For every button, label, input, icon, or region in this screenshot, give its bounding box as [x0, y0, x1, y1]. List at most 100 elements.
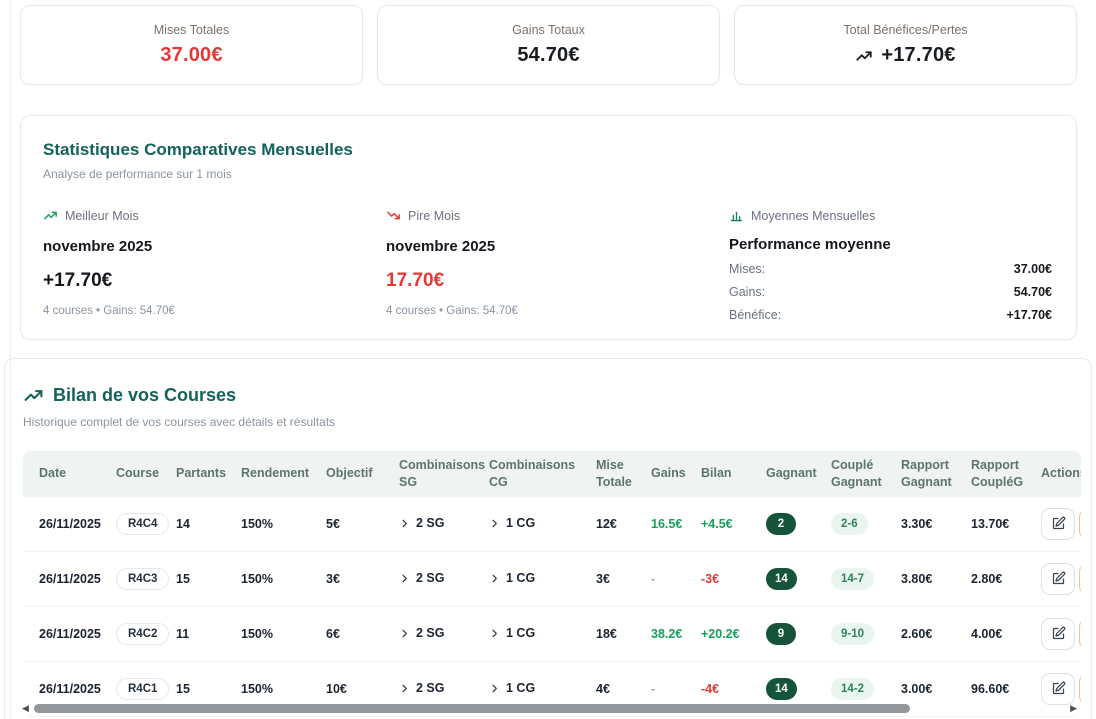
col-bilan: Bilan [685, 451, 750, 497]
monthly-stats-title: Statistiques Comparatives Mensuelles [43, 140, 353, 159]
couple-badge: 14-7 [831, 567, 875, 590]
race-rapport-gagnant: 3.80€ [885, 552, 955, 607]
race-row: 26/11/2025 R4C2 11 150% 6€ 2 SG 1 CG 18€… [23, 607, 1081, 662]
horizontal-scrollbar[interactable]: ◀ ▶ [22, 701, 1077, 715]
race-date: 26/11/2025 [23, 497, 101, 552]
best-month-value: +17.70€ [43, 270, 113, 291]
cg-expander[interactable]: 1 CG [489, 571, 535, 585]
col-course: Course [100, 451, 160, 497]
race-rapport-couple: 96.60€ [955, 662, 1025, 717]
avg-mises-row: Mises: 37.00€ [729, 262, 1052, 276]
cg-expander[interactable]: 1 CG [489, 626, 535, 640]
best-month-detail: 4 courses • Gains: 54.70€ [43, 305, 175, 317]
race-course-badge: R4C2 [116, 622, 170, 645]
monthly-averages-block: Moyennes Mensuelles Performance moyenne … [729, 208, 1052, 323]
sg-expander[interactable]: 2 SG [399, 571, 445, 585]
edit-button[interactable] [1041, 672, 1075, 705]
race-gains: 16.5€ [635, 497, 685, 552]
race-gains: - [635, 662, 685, 717]
winner-badge: 14 [766, 567, 797, 590]
monthly-grid: Meilleur Mois novembre 2025 +17.70€ 4 co… [43, 208, 1052, 323]
secondary-action-button[interactable] [1079, 507, 1081, 540]
race-bilan: -3€ [685, 552, 750, 607]
cg-expander[interactable]: 1 CG [489, 516, 535, 530]
table-header-row: Date Course Partants Rendement Objectif … [23, 451, 1081, 497]
scrollbar-track[interactable] [33, 702, 1065, 714]
total-stakes-label: Mises Totales [153, 23, 230, 37]
bar-chart-icon [729, 208, 744, 223]
races-table: Date Course Partants Rendement Objectif … [23, 451, 1081, 717]
sg-expander[interactable]: 2 SG [399, 681, 445, 695]
race-rapport-gagnant: 3.00€ [885, 662, 955, 717]
best-month-block: Meilleur Mois novembre 2025 +17.70€ 4 co… [43, 208, 366, 322]
race-rapport-couple: 4.00€ [955, 607, 1025, 662]
worst-month-label: Pire Mois [408, 208, 461, 223]
race-course-badge: R4C4 [116, 512, 170, 535]
sg-expander[interactable]: 2 SG [399, 516, 445, 530]
race-objectif: 6€ [310, 607, 383, 662]
cg-expander[interactable]: 1 CG [489, 681, 535, 695]
sg-expander[interactable]: 2 SG [399, 626, 445, 640]
secondary-action-button[interactable] [1079, 672, 1081, 705]
avg-gains-value: 54.70€ [1013, 285, 1052, 299]
averages-heading: Performance moyenne [729, 236, 891, 253]
chevron-right-icon [402, 574, 407, 582]
chevron-right-icon [492, 519, 497, 527]
race-objectif: 10€ [310, 662, 383, 717]
race-row: 26/11/2025 R4C3 15 150% 3€ 2 SG 1 CG 3€ … [23, 552, 1081, 607]
edit-button[interactable] [1041, 617, 1075, 650]
race-rapport-gagnant: 3.30€ [885, 497, 955, 552]
best-month-label-row: Meilleur Mois [43, 208, 366, 223]
col-gagnant: Gagnant [750, 451, 817, 497]
race-course-badge: R4C3 [116, 567, 170, 590]
race-partants: 15 [160, 552, 225, 607]
races-title-row: Bilan de vos Courses [23, 385, 1073, 406]
edit-button[interactable] [1041, 562, 1075, 595]
col-mise-totale: Mise Totale [580, 451, 635, 497]
chevron-right-icon [402, 684, 407, 692]
avg-benefice-value: +17.70€ [1006, 308, 1052, 322]
worst-month-name: novembre 2025 [386, 238, 496, 255]
monthly-stats-subtitle: Analyse de performance sur 1 mois [43, 167, 232, 181]
secondary-action-button[interactable] [1079, 562, 1081, 595]
couple-badge: 14-2 [831, 677, 875, 700]
total-profit-card: Total Bénéfices/Pertes +17.70€ [734, 5, 1077, 85]
summary-cards-row: Mises Totales 37.00€ Gains Totaux 54.70€… [20, 5, 1077, 85]
total-profit-value: +17.70€ [881, 44, 956, 66]
races-title: Bilan de vos Courses [53, 385, 237, 405]
race-objectif: 5€ [310, 497, 383, 552]
col-rapport-coupleg: Rapport CoupléG [955, 451, 1025, 497]
race-gains: 38.2€ [635, 607, 685, 662]
chevron-right-icon [492, 574, 497, 582]
winner-badge: 9 [766, 622, 796, 645]
monthly-stats-card: Statistiques Comparatives Mensuelles Ana… [20, 115, 1077, 340]
race-partants: 15 [160, 662, 225, 717]
col-objectif: Objectif [310, 451, 383, 497]
edit-button[interactable] [1041, 507, 1075, 540]
worst-month-label-row: Pire Mois [386, 208, 709, 223]
chevron-right-icon [492, 629, 497, 637]
avg-benefice-row: Bénéfice: +17.70€ [729, 308, 1052, 322]
scroll-left-arrow[interactable]: ◀ [22, 702, 29, 713]
race-objectif: 3€ [310, 552, 383, 607]
secondary-action-button[interactable] [1079, 617, 1081, 650]
trending-down-icon [386, 208, 401, 223]
race-date: 26/11/2025 [23, 552, 101, 607]
race-mise: 12€ [580, 497, 635, 552]
chevron-right-icon [402, 629, 407, 637]
col-couple-gagnant: Couplé Gagnant [815, 451, 885, 497]
race-rendement: 150% [225, 552, 310, 607]
scroll-right-arrow[interactable]: ▶ [1070, 702, 1077, 713]
scrollbar-thumb[interactable] [33, 703, 911, 713]
col-rendement: Rendement [225, 451, 310, 497]
race-bilan: +20.2€ [685, 607, 750, 662]
col-combinaisons-cg: Combinaisons CG [473, 451, 580, 497]
best-month-label: Meilleur Mois [65, 208, 139, 223]
race-rendement: 150% [225, 662, 310, 717]
total-stakes-card: Mises Totales 37.00€ [20, 5, 363, 85]
race-mise: 18€ [580, 607, 635, 662]
races-table-container: Date Course Partants Rendement Objectif … [23, 451, 1081, 717]
avg-benefice-label: Bénéfice: [729, 308, 782, 322]
averages-label: Moyennes Mensuelles [751, 208, 876, 223]
race-partants: 14 [160, 497, 225, 552]
